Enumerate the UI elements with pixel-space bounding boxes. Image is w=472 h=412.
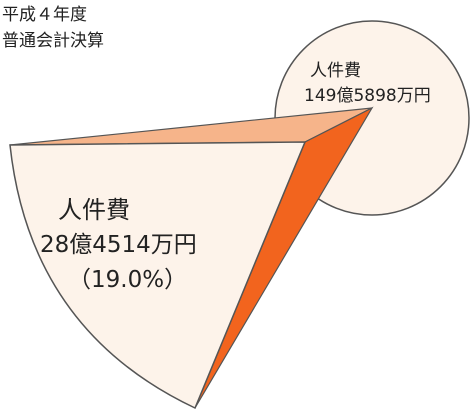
title-line: 普通会計決算 [2,31,104,51]
part-amount: 28億4514万円 [40,232,197,258]
total-label: 人件費 [310,61,361,81]
title-line: 平成４年度 [2,5,87,25]
part-label: 人件費 [58,196,130,224]
wedge-front-face [9,141,307,410]
part-share: （19.0%） [68,267,187,293]
total-amount: 149億5898万円 [304,86,431,106]
